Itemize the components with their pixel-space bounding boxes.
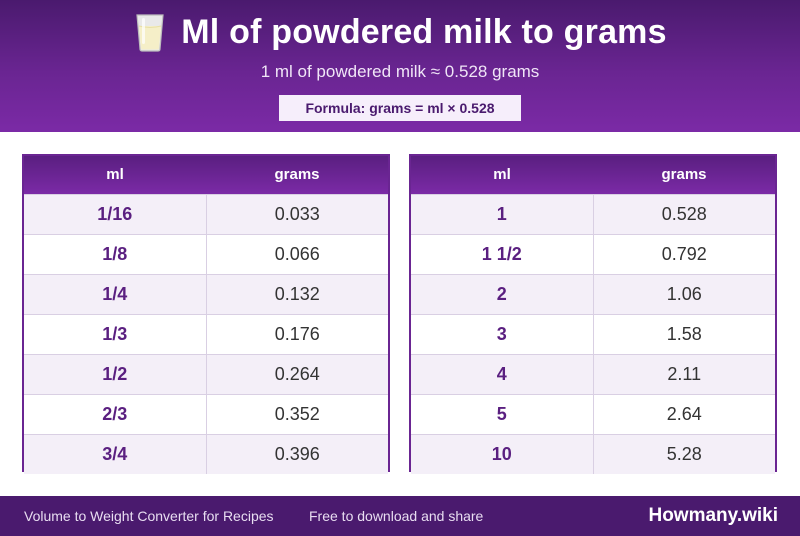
table-row: 1/2 0.264: [24, 354, 388, 394]
grams-cell: 0.792: [661, 244, 707, 264]
page-title: Ml of powdered milk to grams: [181, 12, 667, 51]
subtitle: 1 ml of powdered milk ≈ 0.528 grams: [260, 62, 540, 81]
ml-cell: 3/4: [24, 435, 207, 474]
table-row: 3/4 0.396: [24, 434, 388, 474]
table-header: ml grams: [411, 156, 775, 194]
grams-cell: 0.396: [274, 444, 320, 464]
table-row: 1 0.528: [411, 194, 775, 234]
ml-cell: 1/4: [24, 275, 207, 314]
table-row: 1/4 0.132: [24, 274, 388, 314]
ml-cell: 1: [411, 195, 594, 234]
table-row: 1 1/2 0.792: [411, 234, 775, 274]
footer-bar: Volume to Weight Converter for Recipes F…: [0, 496, 800, 536]
conversion-table-left: ml grams 1/16 0.033 1/8 0.066 1/4 0.132 1/3…: [22, 154, 390, 474]
ml-cell: 3: [411, 315, 594, 354]
ml-cell: 1/2: [24, 355, 207, 394]
column-header-ml: ml: [493, 166, 511, 183]
grams-cell: 0.528: [661, 204, 707, 224]
grams-cell: 0.352: [274, 404, 320, 424]
ml-cell: 2/3: [24, 395, 207, 434]
grams-cell: 2.11: [667, 364, 702, 384]
milk-glass-icon: [136, 14, 164, 52]
footer-note: Free to download and share: [309, 508, 484, 524]
table-row: 1/8 0.066: [24, 234, 388, 274]
grams-cell: 2.64: [666, 404, 702, 424]
table-row: 5 2.64: [411, 394, 775, 434]
table-row: 1/16 0.033: [24, 194, 388, 234]
grams-cell: 0.033: [274, 204, 320, 224]
grams-cell: 1.06: [666, 284, 702, 304]
grams-cell: 0.176: [274, 324, 320, 344]
ml-cell: 1/3: [24, 315, 207, 354]
ml-cell: 2: [411, 275, 594, 314]
grams-cell: 5.28: [666, 444, 702, 464]
table-row: 2/3 0.352: [24, 394, 388, 434]
brand-logo-text[interactable]: Howmany.wiki: [648, 505, 778, 526]
ml-cell: 1/16: [24, 195, 207, 234]
header-banner: Ml of powdered milk to grams 1 ml of pow…: [0, 0, 800, 132]
column-header-grams: grams: [274, 166, 320, 183]
ml-cell: 10: [411, 435, 594, 474]
footer-tagline: Volume to Weight Converter for Recipes: [24, 508, 274, 524]
ml-cell: 5: [411, 395, 594, 434]
grams-cell: 1.58: [666, 324, 702, 344]
conversion-table-right: ml grams 1 0.528 1 1/2 0.792 2 1.06 3 1.58 4…: [409, 154, 777, 474]
table-row: 1/3 0.176: [24, 314, 388, 354]
formula-badge: Formula: grams = ml × 0.528: [279, 95, 521, 121]
grams-cell: 0.264: [274, 364, 320, 384]
ml-cell: 1/8: [24, 235, 207, 274]
grams-cell: 0.132: [274, 284, 320, 304]
table-header: ml grams: [24, 156, 388, 194]
ml-cell: 4: [411, 355, 594, 394]
grams-cell: 0.066: [274, 244, 320, 264]
title-row: Ml of powdered milk to grams: [0, 12, 800, 52]
column-header-ml: ml: [106, 166, 124, 183]
table-row: 2 1.06: [411, 274, 775, 314]
table-row: 10 5.28: [411, 434, 775, 474]
table-row: 3 1.58: [411, 314, 775, 354]
table-row: 4 2.11: [411, 354, 775, 394]
column-header-grams: grams: [661, 166, 707, 183]
ml-cell: 1 1/2: [411, 235, 594, 274]
